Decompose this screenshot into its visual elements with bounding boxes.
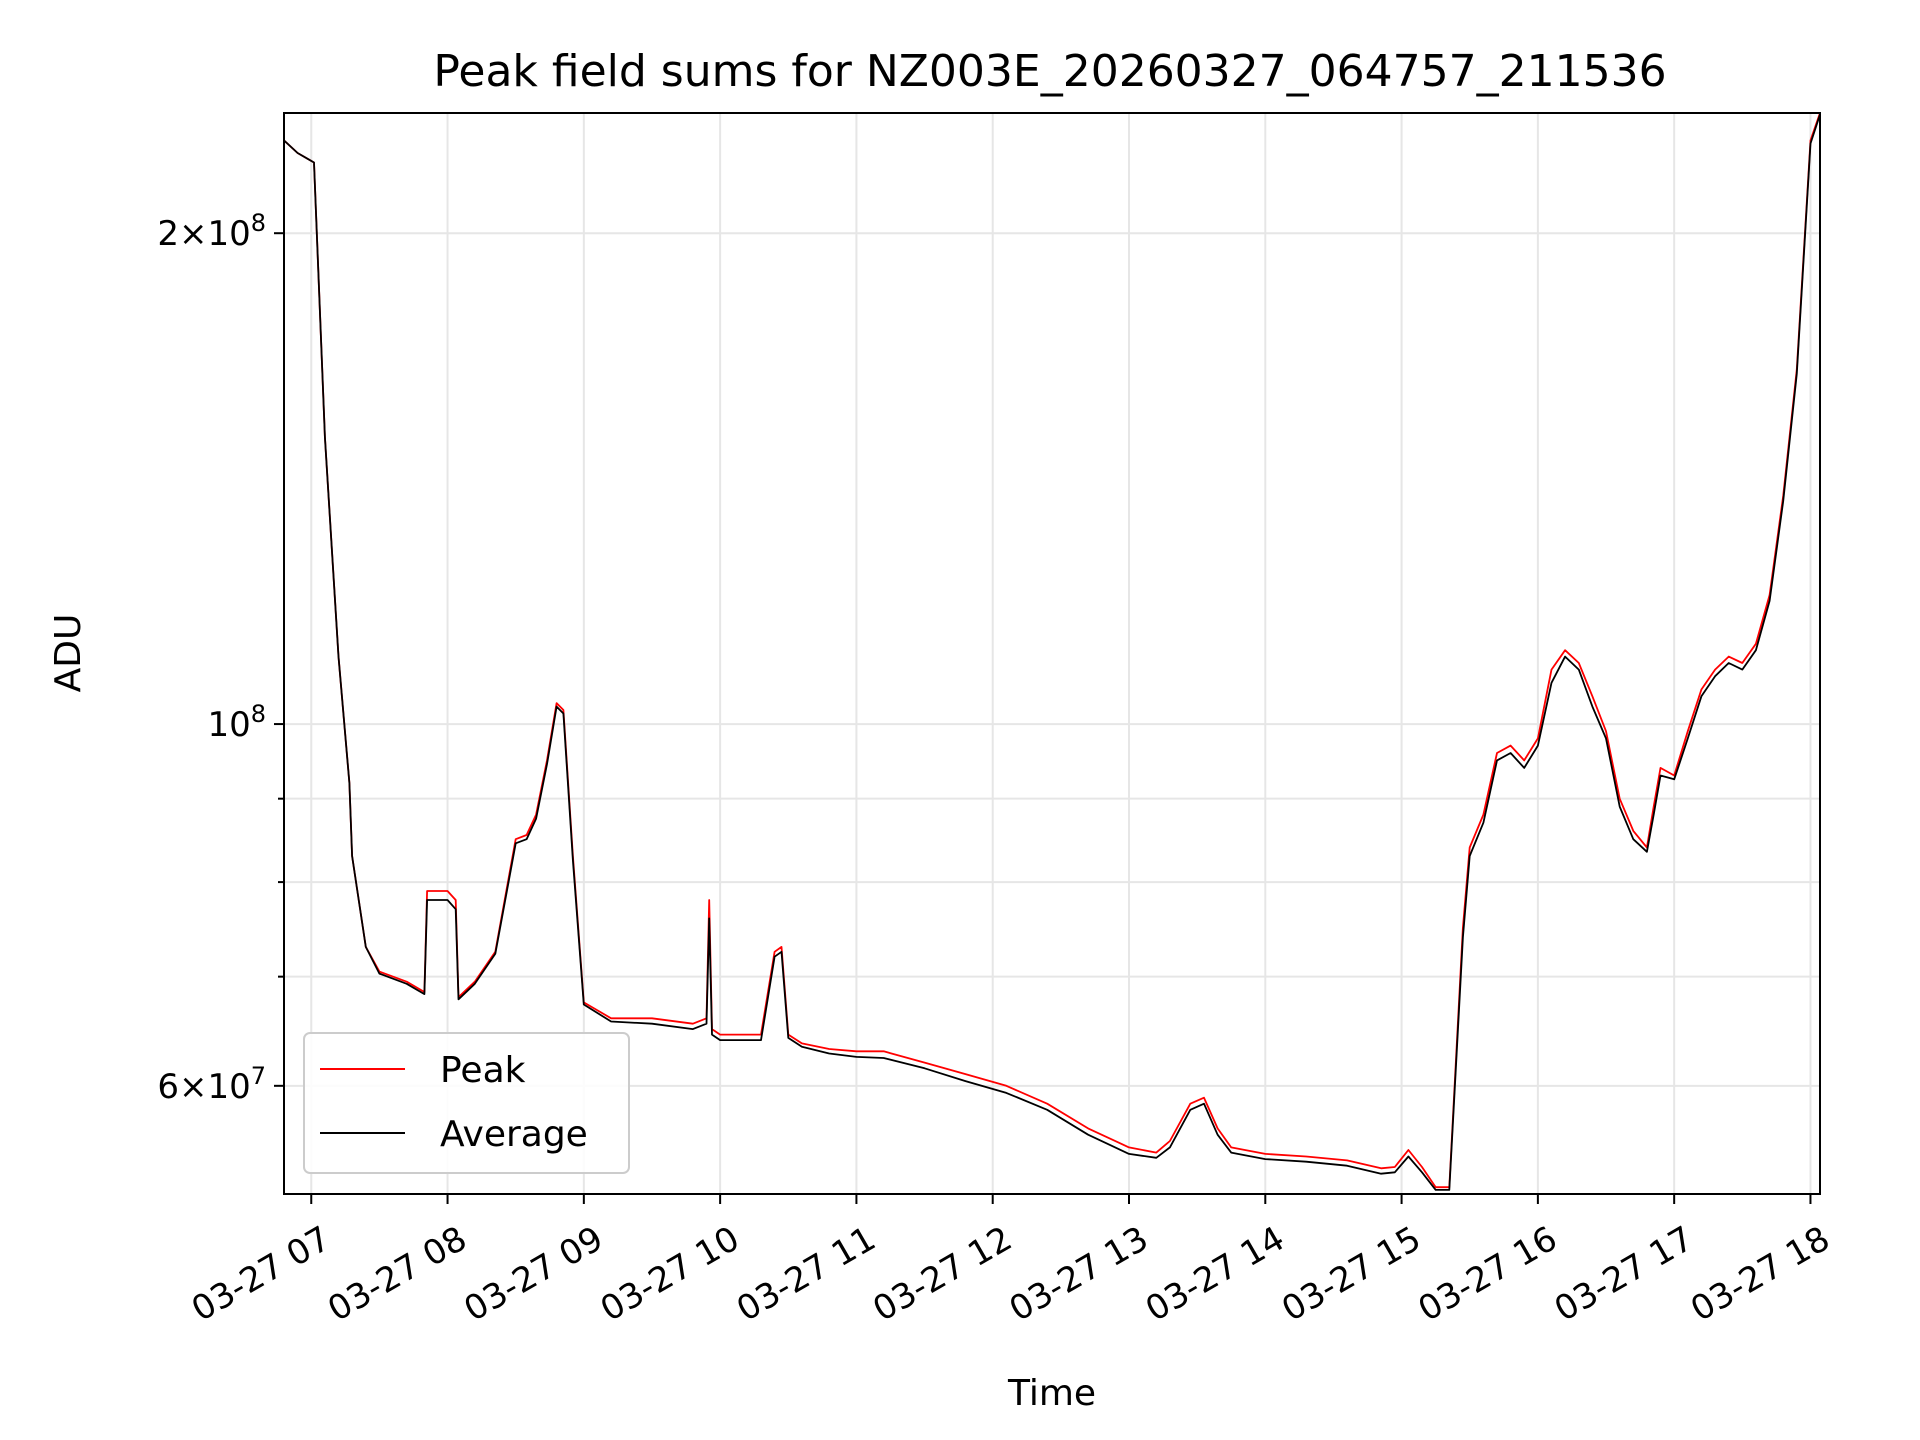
- x-tick-label: 03-27 11: [730, 1219, 882, 1330]
- series-line-average: [284, 114, 1820, 1191]
- legend-label-average: Average: [440, 1114, 588, 1155]
- y-tick-label: 2×108: [157, 209, 266, 254]
- y-tick-label: 6×107: [157, 1062, 266, 1107]
- x-tick-label: 03-27 16: [1412, 1219, 1564, 1330]
- y-axis: 6×107 108 2×108: [157, 209, 284, 1107]
- x-tick-label: 03-27 18: [1684, 1219, 1836, 1330]
- plot-area: [284, 113, 1820, 1191]
- y-axis-label: ADU: [48, 614, 89, 693]
- x-tick-label: 03-27 14: [1139, 1219, 1291, 1330]
- legend-label-peak: Peak: [440, 1050, 526, 1091]
- chart-title: Peak field sums for NZ003E_20260327_0647…: [433, 46, 1666, 97]
- plot-frame: [283, 112, 1821, 1195]
- legend: Peak Average: [303, 1032, 630, 1174]
- x-axis-label: Time: [1007, 1373, 1096, 1414]
- grid-lines: [284, 113, 1820, 1194]
- x-tick-label: 03-27 13: [1003, 1219, 1155, 1330]
- x-tick-label: 03-27 07: [185, 1219, 337, 1330]
- x-tick-label: 03-27 15: [1275, 1219, 1427, 1330]
- x-tick-label: 03-27 09: [458, 1219, 610, 1330]
- x-tick-label: 03-27 10: [594, 1219, 746, 1330]
- series-line-peak: [284, 113, 1820, 1189]
- x-tick-label: 03-27 08: [321, 1219, 473, 1330]
- y-tick-label: 108: [207, 700, 266, 745]
- x-tick-label: 03-27 12: [866, 1219, 1018, 1330]
- x-tick-label: 03-27 17: [1548, 1219, 1700, 1330]
